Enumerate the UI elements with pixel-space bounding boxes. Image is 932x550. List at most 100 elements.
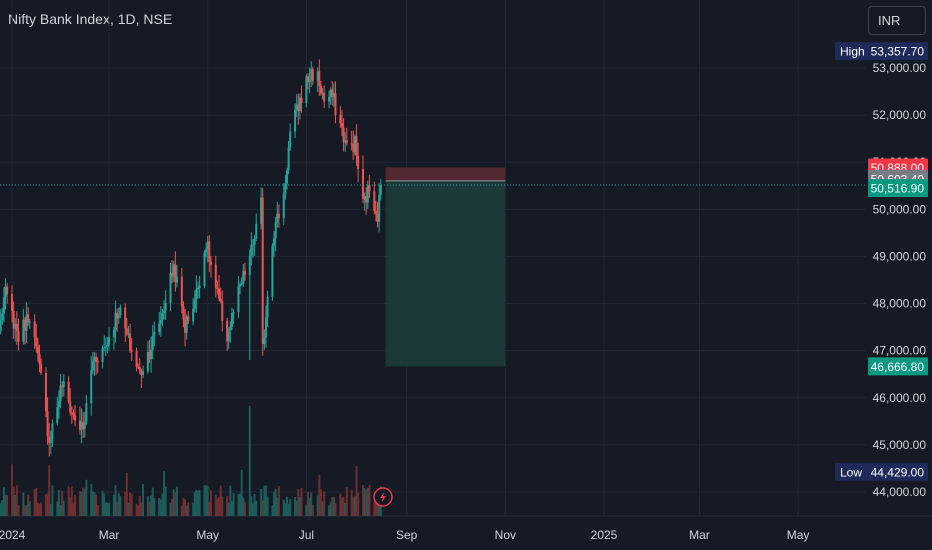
- candle-body: [180, 276, 183, 307]
- candle-body: [25, 314, 28, 331]
- volume-bar: [0, 503, 2, 516]
- candle-body: [15, 323, 18, 332]
- candle-body: [260, 197, 263, 224]
- candle-body: [253, 238, 256, 245]
- volume-bar: [365, 489, 368, 516]
- low-price-label-bg: [835, 462, 928, 481]
- y-tick-label: 46,000.00: [873, 391, 927, 405]
- volume-bar: [137, 505, 140, 516]
- candle-body: [252, 244, 255, 246]
- candle-body: [35, 337, 38, 347]
- candle-body: [90, 370, 93, 404]
- candle-body: [363, 195, 366, 199]
- candle-body: [174, 264, 177, 283]
- candle-body: [261, 197, 264, 344]
- volume-bar: [361, 485, 364, 516]
- volume-bar: [142, 484, 145, 516]
- volume-bar: [237, 493, 240, 516]
- volume-bar: [295, 500, 298, 516]
- volume-bar: [255, 500, 258, 516]
- volume-bar: [276, 497, 279, 516]
- volume-bar: [15, 485, 18, 516]
- stop-loss-zone[interactable]: [385, 167, 506, 181]
- volume-bar: [62, 500, 65, 516]
- volume-bar: [242, 497, 245, 516]
- candle-body: [273, 238, 276, 246]
- candle-body: [124, 307, 127, 329]
- volume-bar: [48, 465, 51, 516]
- candle-body: [6, 286, 9, 294]
- x-tick-label: Sep: [396, 528, 418, 542]
- candle-body: [2, 296, 5, 314]
- candle-body: [203, 252, 206, 286]
- candle-body: [329, 89, 332, 98]
- candle-body: [334, 93, 337, 116]
- profit-target-zone[interactable]: [385, 180, 506, 367]
- volume-bar: [287, 503, 290, 516]
- volume-bar: [140, 502, 143, 516]
- volume-bar: [214, 494, 217, 516]
- candle-body: [138, 367, 141, 371]
- candle-body: [57, 401, 60, 407]
- volume-bar: [95, 494, 98, 516]
- candle-body: [119, 307, 122, 316]
- volume-bar: [125, 472, 128, 516]
- candle-body: [239, 283, 242, 287]
- candle-body: [332, 93, 335, 98]
- candle-body: [40, 363, 43, 373]
- candle-body: [125, 328, 128, 334]
- volume-bar: [307, 491, 309, 516]
- candle-body: [248, 255, 251, 275]
- candle-body: [159, 320, 162, 324]
- volume-bar: [332, 497, 335, 516]
- high-price-label-label: High: [840, 45, 865, 59]
- candle-body: [328, 97, 331, 102]
- low-price-label: Low 44,429.00: [835, 462, 928, 481]
- volume-bar: [90, 484, 93, 516]
- volume-bar: [4, 494, 7, 516]
- lightning-icon[interactable]: [373, 487, 393, 507]
- candle-body: [11, 293, 13, 312]
- candle-body: [27, 314, 30, 323]
- candle-body: [232, 312, 235, 314]
- volume-bar: [180, 505, 183, 516]
- volume-bar: [6, 494, 9, 516]
- volume-bar: [284, 503, 287, 516]
- volume-bar: [22, 492, 25, 516]
- volume-bar: [74, 494, 77, 516]
- candle-body: [114, 312, 117, 330]
- volume-bar: [282, 499, 285, 516]
- candle-body: [353, 136, 356, 153]
- candle-body: [284, 183, 287, 195]
- candle-body: [72, 412, 75, 416]
- volume-bar: [373, 502, 376, 516]
- currency-button[interactable]: INR: [868, 6, 926, 35]
- candles-layer: [0, 59, 382, 457]
- high-price-label-value: 53,357.70: [871, 45, 925, 59]
- candle-body: [310, 69, 313, 80]
- candle-body: [78, 420, 81, 430]
- candle-body: [263, 337, 266, 344]
- volume-bar: [368, 485, 371, 516]
- candle-body: [264, 317, 267, 338]
- volume-bar: [218, 497, 221, 516]
- volume-bar: [106, 502, 109, 516]
- candle-body: [74, 415, 77, 421]
- volume-bar: [316, 495, 319, 516]
- candle-body: [69, 401, 72, 413]
- x-tick-label: 2025: [591, 528, 618, 542]
- volume-bar: [187, 502, 190, 516]
- candle-body: [192, 308, 195, 322]
- volume-bar: [227, 502, 230, 516]
- candle-body: [185, 316, 188, 333]
- volume-bar: [138, 495, 141, 516]
- y-tick-label: 53,000.00: [873, 61, 927, 75]
- volume-bar: [305, 504, 308, 516]
- volume-bar: [70, 486, 73, 516]
- low-price-label-value: 44,429.00: [871, 465, 925, 479]
- volume-bar: [153, 498, 156, 516]
- volume-bar: [294, 496, 297, 516]
- candle-body: [221, 301, 224, 321]
